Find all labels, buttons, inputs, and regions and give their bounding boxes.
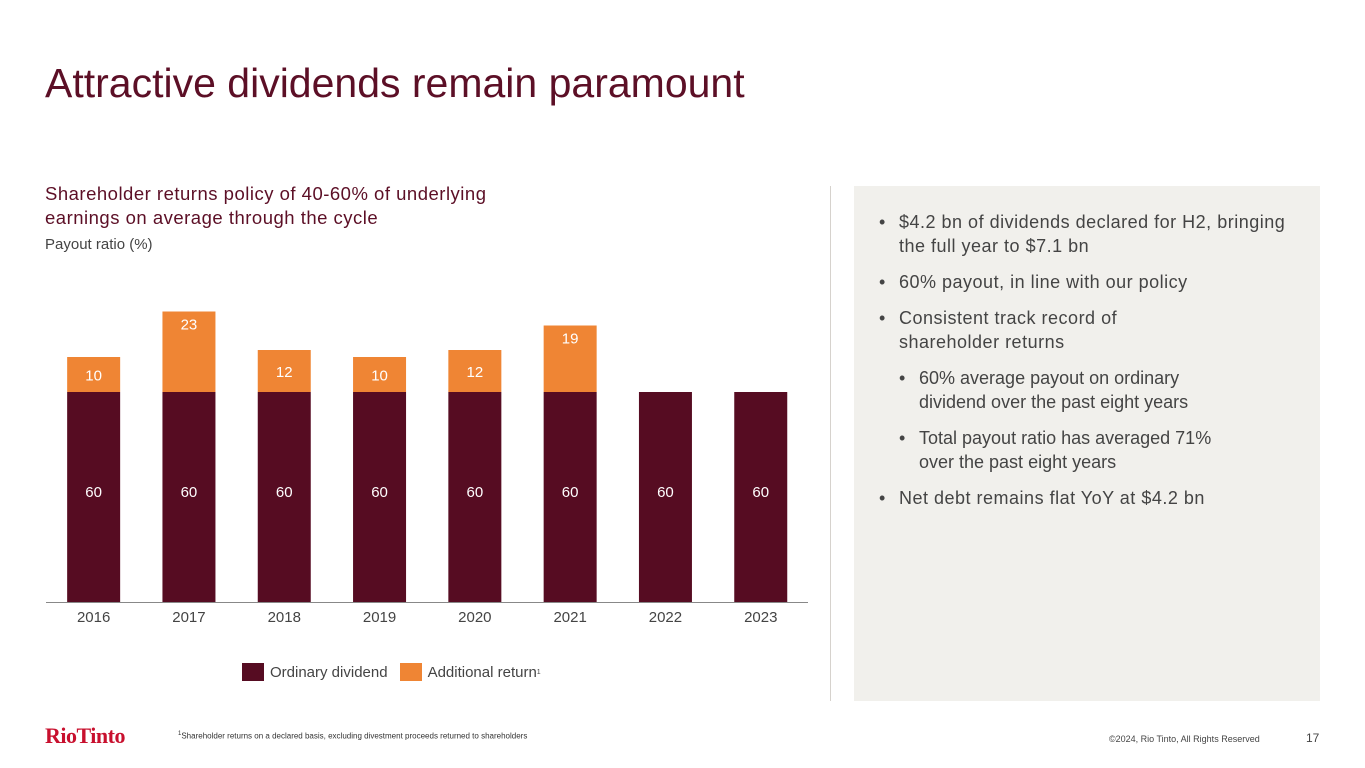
bar-ordinary-2021 bbox=[543, 392, 597, 602]
data-label-additional-2016: 10 bbox=[85, 368, 102, 385]
chart-unit-label: Payout ratio (%) bbox=[45, 236, 153, 253]
bar-ordinary-2017 bbox=[162, 392, 216, 602]
x-tick-label-2021: 2021 bbox=[553, 609, 586, 626]
bar-additional-2019 bbox=[353, 357, 407, 392]
bar-ordinary-2022 bbox=[638, 392, 692, 602]
bar-ordinary-2018 bbox=[257, 392, 311, 602]
data-label-ordinary-2021: 60 bbox=[562, 484, 579, 501]
data-label-ordinary-2018: 60 bbox=[276, 484, 293, 501]
bar-ordinary-2016 bbox=[67, 392, 121, 602]
x-tick-label-2017: 2017 bbox=[172, 609, 205, 626]
page-title: Attractive dividends remain paramount bbox=[45, 60, 745, 106]
data-label-additional-2020: 12 bbox=[467, 364, 484, 381]
payout-ratio-chart: 60 10 2016 60 23 2017 60 12 2018 60 10 2019 60 12 2020… bbox=[46, 311, 808, 626]
x-tick-label-2016: 2016 bbox=[77, 609, 110, 626]
x-tick-label-2018: 2018 bbox=[268, 609, 301, 626]
legend-superscript: 1 bbox=[536, 668, 541, 676]
data-label-ordinary-2017: 60 bbox=[181, 484, 198, 501]
bullet-marker: • bbox=[879, 272, 886, 292]
legend-label-ordinary: Ordinary dividend bbox=[270, 663, 388, 681]
bullet-marker: • bbox=[879, 212, 886, 232]
legend-swatch-additional bbox=[399, 663, 422, 681]
bullet-marker: • bbox=[879, 488, 886, 508]
bullet-marker: • bbox=[899, 368, 906, 388]
bar-additional-2020 bbox=[448, 350, 502, 392]
bullet-marker: • bbox=[879, 308, 886, 328]
data-label-ordinary-2020: 60 bbox=[467, 484, 484, 501]
bullet-track-record: • Consistent track record of shareholder … bbox=[854, 306, 1139, 354]
page-number: 17 bbox=[1306, 731, 1320, 745]
x-tick-label-2020: 2020 bbox=[458, 609, 491, 626]
bullet-net-debt: • Net debt remains flat YoY at $4.2 bn bbox=[854, 486, 1294, 510]
data-label-additional-2017: 23 bbox=[181, 317, 198, 334]
bullet-avg-ordinary: • 60% average payout on ordinary dividend… bbox=[854, 366, 1219, 414]
bar-ordinary-2019 bbox=[353, 392, 407, 602]
column-divider bbox=[830, 186, 831, 701]
key-points-panel: • $4.2 bn of dividends declared for H2, b… bbox=[854, 186, 1320, 701]
rio-tinto-logo: RioTinto bbox=[45, 723, 125, 748]
key-points-list: • $4.2 bn of dividends declared for H2, b… bbox=[854, 210, 1294, 522]
x-tick-label-2019: 2019 bbox=[363, 609, 396, 626]
legend-item-ordinary: Ordinary dividend bbox=[242, 663, 388, 681]
data-label-ordinary-2023: 60 bbox=[752, 484, 769, 501]
bar-ordinary-2023 bbox=[734, 392, 788, 602]
copyright: ©2024, Rio Tinto, All Rights Reserved bbox=[1109, 734, 1260, 744]
legend-label-additional: Additional return bbox=[427, 663, 537, 681]
data-label-ordinary-2022: 60 bbox=[657, 484, 674, 501]
bullet-text: Net debt remains flat YoY at $4.2 bn bbox=[899, 488, 1205, 508]
chart-legend: Ordinary dividend Additional return 1 bbox=[242, 663, 553, 681]
bullet-payout: • 60% payout, in line with our policy bbox=[854, 270, 1294, 294]
footnote-superscript: 1 bbox=[178, 731, 182, 737]
data-label-additional-2018: 12 bbox=[276, 364, 293, 381]
bar-additional-2017 bbox=[162, 311, 216, 392]
chart-subtitle: Shareholder returns policy of 40-60% of … bbox=[45, 183, 487, 228]
bar-ordinary-2020 bbox=[448, 392, 502, 602]
bullet-text: $4.2 bn of dividends declared for H2, br… bbox=[899, 212, 1286, 256]
bar-additional-2018 bbox=[257, 350, 311, 392]
bullet-marker: • bbox=[899, 428, 906, 448]
data-label-additional-2019: 10 bbox=[371, 368, 388, 385]
legend-item-additional: Additional return 1 bbox=[399, 663, 541, 681]
x-tick-label-2023: 2023 bbox=[744, 609, 777, 626]
bullet-text: Total payout ratio has averaged 71% over… bbox=[919, 428, 1212, 472]
data-label-additional-2021: 19 bbox=[562, 331, 579, 348]
bar-additional-2016 bbox=[67, 357, 121, 392]
bar-additional-2021 bbox=[543, 325, 597, 392]
data-label-ordinary-2019: 60 bbox=[371, 484, 388, 501]
bullet-text: Consistent track record of shareholder r… bbox=[899, 308, 1118, 352]
footnote: 1Shareholder returns on a declared basis… bbox=[178, 731, 527, 741]
bullet-dividends: • $4.2 bn of dividends declared for H2, b… bbox=[854, 210, 1294, 258]
data-label-ordinary-2016: 60 bbox=[85, 484, 102, 501]
legend-swatch-ordinary bbox=[242, 663, 264, 681]
x-tick-label-2022: 2022 bbox=[649, 609, 682, 626]
footnote-text: Shareholder returns on a declared basis,… bbox=[181, 731, 528, 741]
bullet-total-payout: • Total payout ratio has averaged 71% ove… bbox=[854, 426, 1219, 474]
bullet-text: 60% average payout on ordinary dividend … bbox=[919, 368, 1189, 412]
bullet-text: 60% payout, in line with our policy bbox=[899, 272, 1188, 292]
